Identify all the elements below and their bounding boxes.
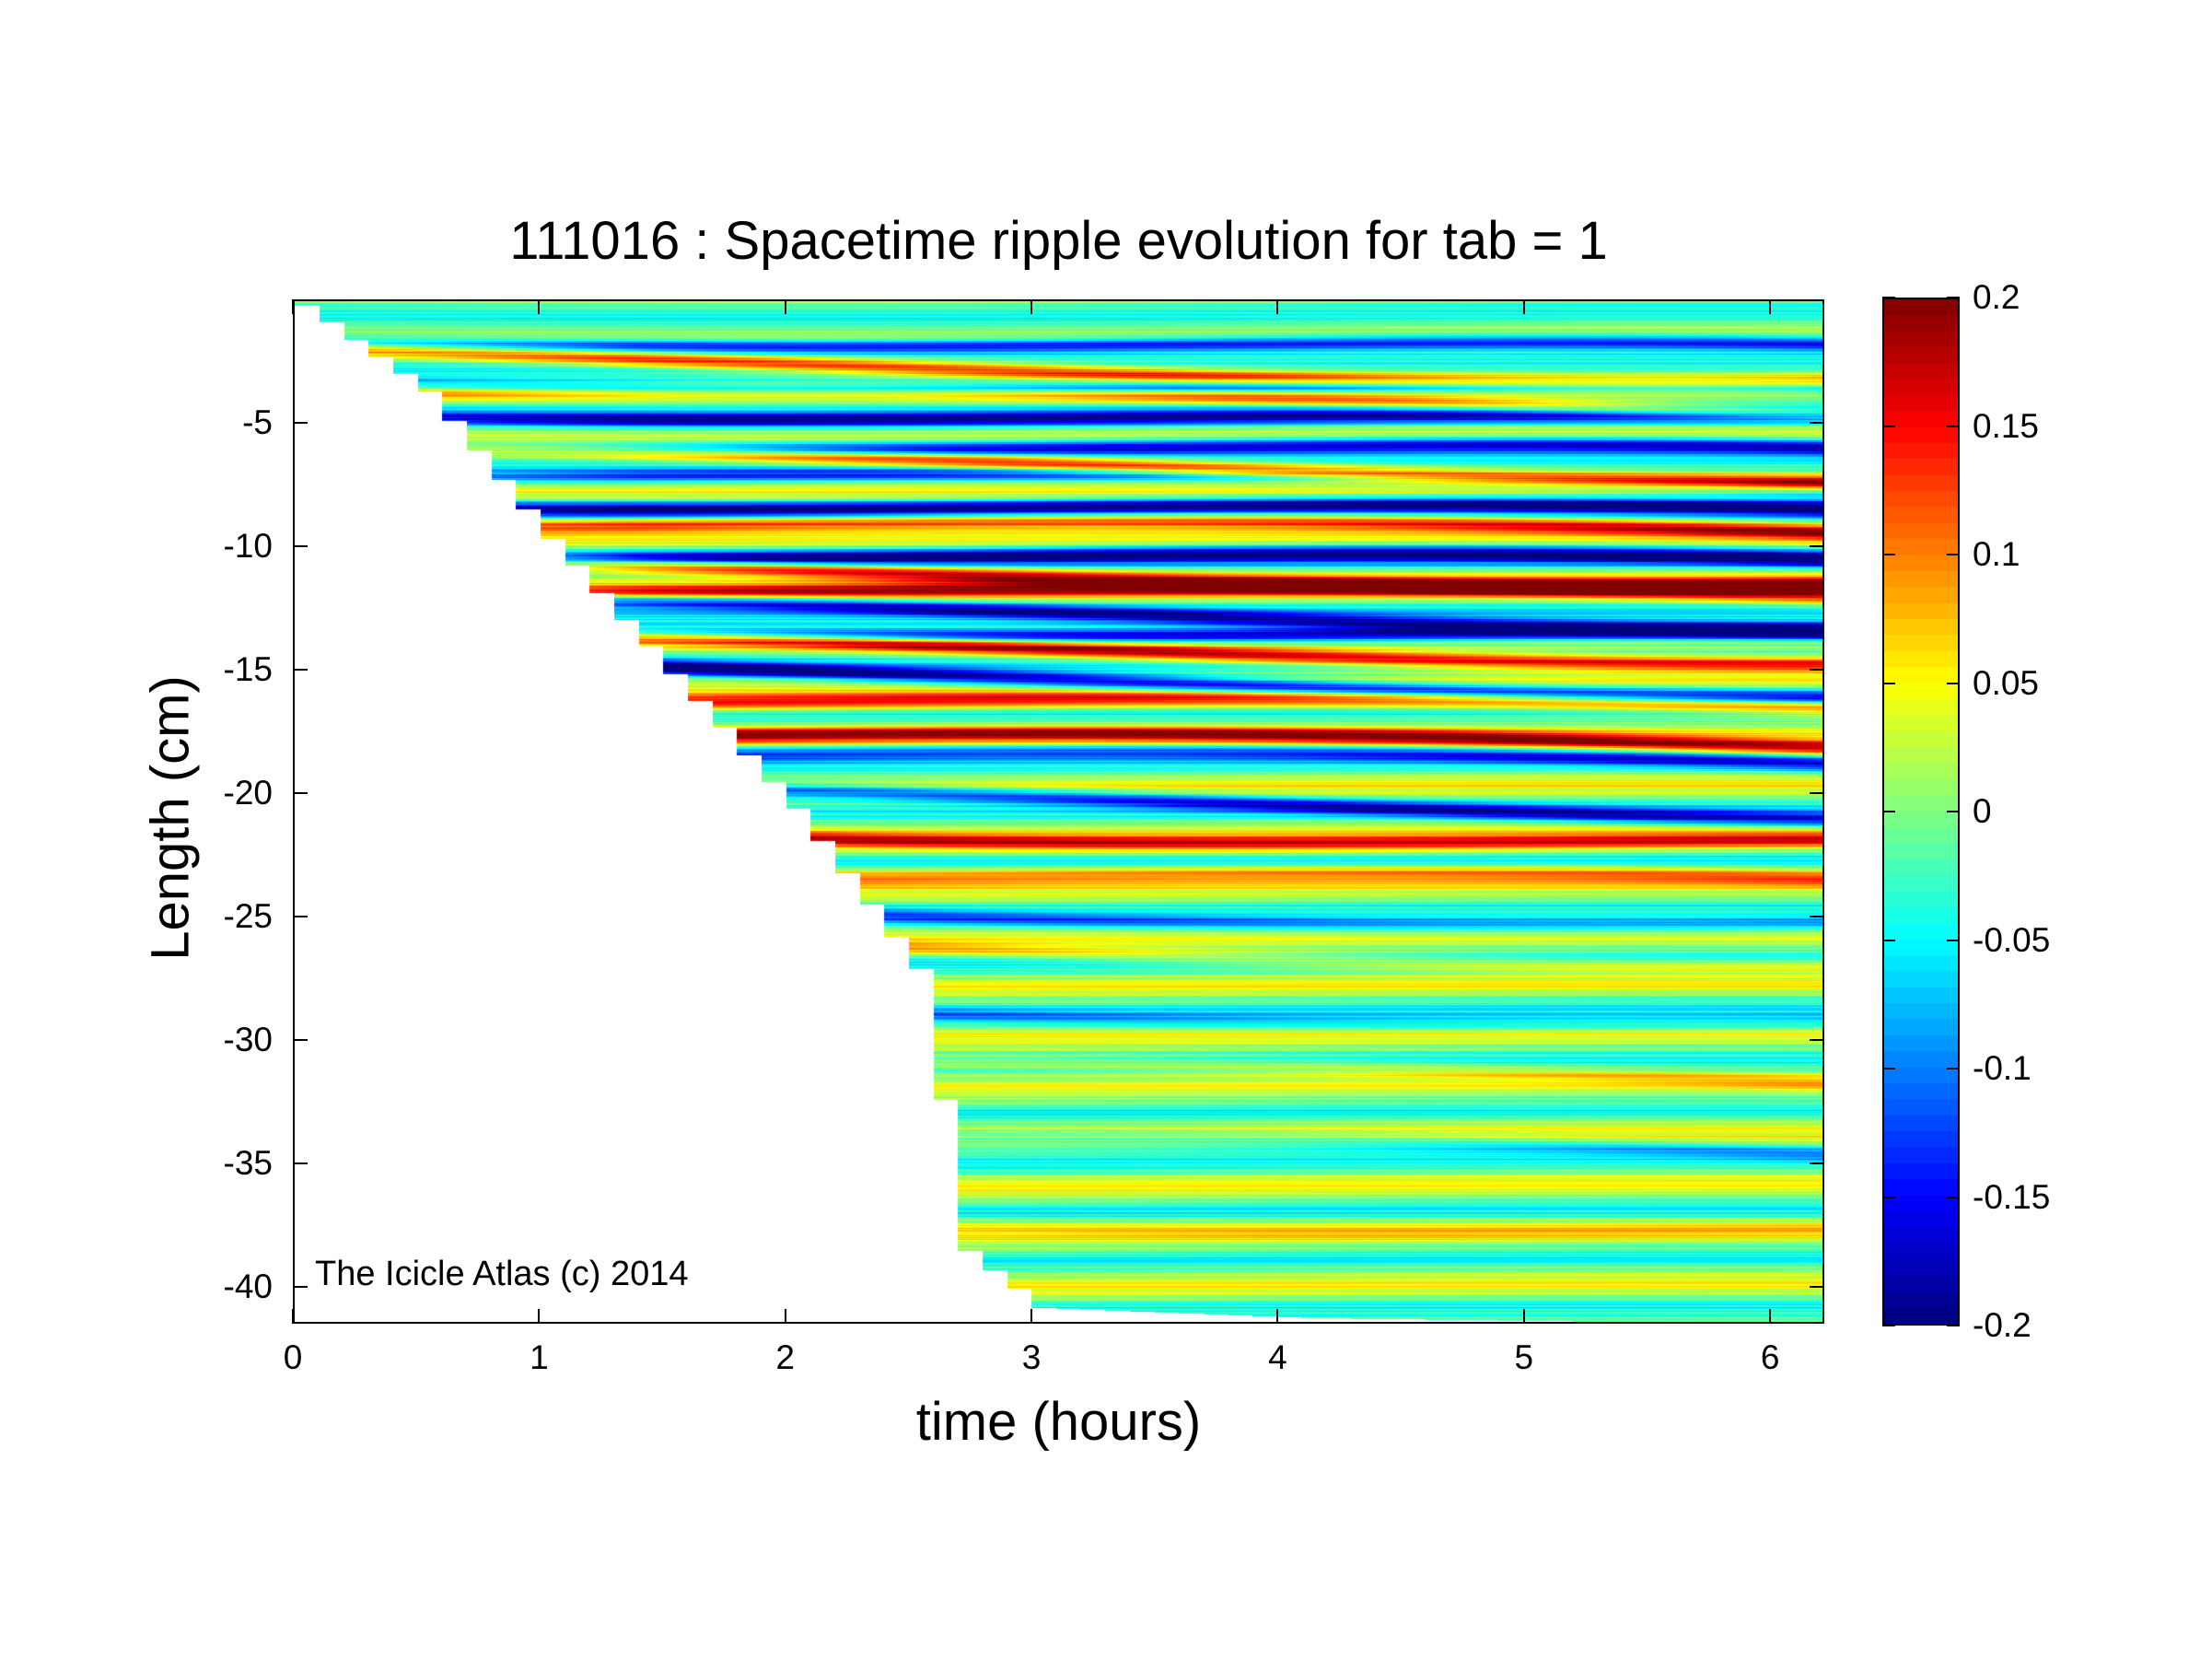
colorbar-tick bbox=[1947, 811, 1960, 812]
y-tick-label: -25 bbox=[223, 896, 273, 935]
x-tick-label: 6 bbox=[1760, 1338, 1780, 1376]
y-tick-label: -35 bbox=[223, 1143, 273, 1182]
colorbar-tick-left bbox=[1882, 1325, 1895, 1326]
colorbar-tick-left bbox=[1882, 297, 1895, 298]
colorbar-gradient bbox=[1884, 299, 1958, 1324]
x-tick-label: 3 bbox=[1021, 1338, 1042, 1376]
y-tick bbox=[293, 668, 308, 671]
x-tick bbox=[292, 1309, 294, 1324]
colorbar-tick-label: 0.15 bbox=[1973, 406, 2040, 445]
chart-title: 111016 : Spacetime ripple evolution for … bbox=[509, 211, 1608, 271]
x-tick-label: 1 bbox=[530, 1338, 549, 1376]
y-tick bbox=[293, 1285, 308, 1288]
colorbar-tick bbox=[1947, 297, 1960, 298]
x-tick-top bbox=[784, 299, 786, 314]
colorbar-tick-label: -0.2 bbox=[1973, 1306, 2032, 1344]
x-tick bbox=[1522, 1309, 1525, 1324]
colorbar-tick-left bbox=[1882, 1068, 1895, 1069]
y-tick-right bbox=[1810, 1162, 1824, 1164]
x-tick-label: 2 bbox=[775, 1338, 796, 1376]
colorbar-tick-left bbox=[1882, 554, 1895, 555]
x-tick bbox=[1030, 1309, 1033, 1324]
y-tick bbox=[293, 421, 308, 424]
colorbar-tick bbox=[1947, 1068, 1960, 1069]
x-tick-top bbox=[1522, 299, 1525, 314]
heatmap-image bbox=[295, 301, 1822, 1322]
y-axis-label: Length (cm) bbox=[140, 675, 201, 961]
x-tick-top bbox=[1769, 299, 1772, 314]
colorbar-tick bbox=[1947, 1196, 1960, 1198]
colorbar-tick-left bbox=[1882, 425, 1895, 427]
x-tick bbox=[538, 1309, 541, 1324]
x-tick-top bbox=[1030, 299, 1033, 314]
colorbar-tick-label: 0.2 bbox=[1973, 278, 2020, 316]
y-tick-right bbox=[1810, 915, 1824, 917]
y-tick bbox=[293, 1038, 308, 1041]
x-tick-label: 4 bbox=[1268, 1338, 1287, 1376]
x-axis-label: time (hours) bbox=[915, 1392, 1202, 1452]
colorbar-tick-left bbox=[1882, 811, 1895, 812]
colorbar-tick-label: -0.1 bbox=[1973, 1049, 2032, 1087]
x-tick-top bbox=[1276, 299, 1279, 314]
y-tick bbox=[293, 915, 308, 917]
y-tick-right bbox=[1810, 544, 1824, 547]
colorbar-tick bbox=[1947, 554, 1960, 555]
x-tick-label: 5 bbox=[1514, 1338, 1534, 1376]
colorbar-tick-left bbox=[1882, 682, 1895, 684]
y-tick-label: -5 bbox=[242, 403, 273, 441]
x-tick bbox=[784, 1309, 786, 1324]
colorbar-tick bbox=[1947, 1325, 1960, 1326]
colorbar-tick-label: 0.05 bbox=[1973, 663, 2040, 702]
y-tick-label: -30 bbox=[223, 1020, 273, 1058]
y-tick-label: -15 bbox=[223, 649, 273, 688]
y-tick-right bbox=[1810, 1285, 1824, 1288]
x-tick bbox=[1769, 1309, 1772, 1324]
colorbar-tick bbox=[1947, 425, 1960, 427]
colorbar-tick bbox=[1947, 939, 1960, 941]
x-tick-top bbox=[292, 299, 294, 314]
y-tick-right bbox=[1810, 1038, 1824, 1041]
y-tick bbox=[293, 1162, 308, 1164]
watermark-text: The Icicle Atlas (c) 2014 bbox=[315, 1255, 689, 1293]
y-tick-label: -40 bbox=[223, 1267, 273, 1305]
y-tick-right bbox=[1810, 421, 1824, 424]
colorbar-tick bbox=[1947, 682, 1960, 684]
colorbar-tick-left bbox=[1882, 939, 1895, 941]
y-tick-label: -20 bbox=[223, 773, 273, 812]
heatmap-plot-area bbox=[293, 299, 1824, 1324]
colorbar-tick-label: -0.05 bbox=[1973, 920, 2051, 959]
colorbar-tick-label: -0.15 bbox=[1973, 1177, 2051, 1216]
x-tick-top bbox=[538, 299, 541, 314]
y-tick bbox=[293, 544, 308, 547]
x-tick bbox=[1276, 1309, 1279, 1324]
y-tick-label: -10 bbox=[223, 526, 273, 565]
colorbar-tick-left bbox=[1882, 1196, 1895, 1198]
y-tick bbox=[293, 791, 308, 794]
x-tick-label: 0 bbox=[283, 1338, 303, 1376]
y-tick-right bbox=[1810, 791, 1824, 794]
colorbar-tick-label: 0.1 bbox=[1973, 535, 2020, 573]
colorbar-tick-label: 0 bbox=[1973, 792, 1992, 830]
y-tick-right bbox=[1810, 668, 1824, 671]
